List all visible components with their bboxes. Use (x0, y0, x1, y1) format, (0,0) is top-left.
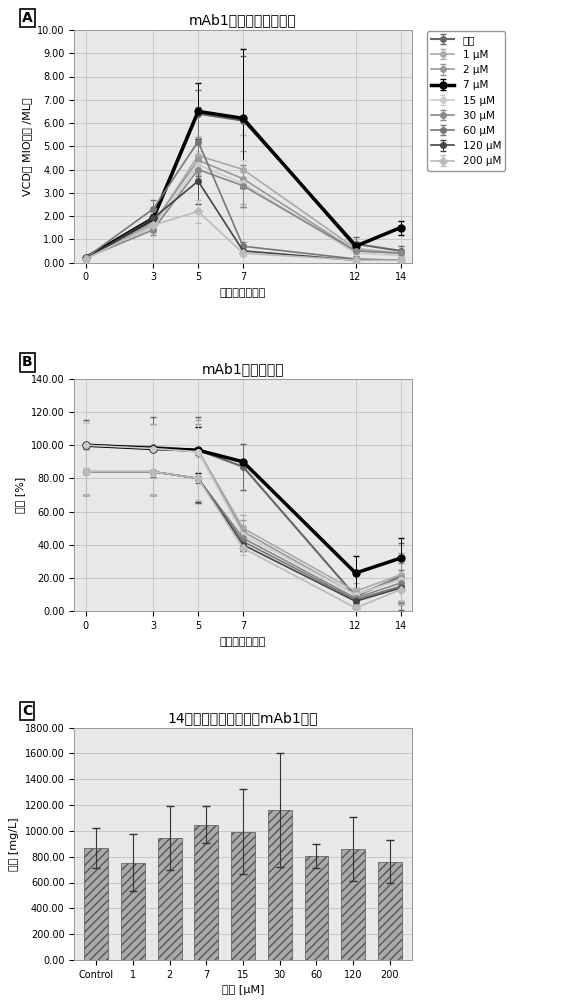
Bar (231, 832, 255, 960)
Bar (158, 838, 182, 960)
Title: mAb1细胞的活力: mAb1细胞的活力 (202, 362, 284, 376)
Y-axis label: 活力 [%]: 活力 [%] (15, 477, 25, 513)
Bar (268, 810, 292, 960)
Legend: 对照, 1 μM, 2 μM, 7 μM, 15 μM, 30 μM, 60 μM, 120 μM, 200 μM: 对照, 1 μM, 2 μM, 7 μM, 15 μM, 30 μM, 60 μ… (427, 31, 505, 171)
Y-axis label: VCD［ MIO细胞 /ML］: VCD［ MIO细胞 /ML］ (22, 97, 31, 196)
Bar (378, 862, 402, 960)
Text: A: A (22, 11, 33, 25)
Bar (304, 856, 328, 960)
Text: B: B (22, 355, 33, 369)
Bar (194, 825, 219, 960)
Bar (121, 863, 145, 960)
Bar (85, 848, 108, 960)
Y-axis label: 滴度 [mg/L]: 滴度 [mg/L] (9, 817, 19, 871)
X-axis label: 经过时间（天）: 经过时间（天） (220, 637, 267, 647)
Text: C: C (22, 704, 32, 718)
X-axis label: 经过时间（天）: 经过时间（天） (220, 288, 267, 298)
Title: mAb1细胞的活细胞密度: mAb1细胞的活细胞密度 (189, 13, 297, 27)
X-axis label: 浓度 [μM]: 浓度 [μM] (222, 985, 264, 995)
Bar (341, 849, 365, 960)
Title: 14天补料分批培养后的mAb1滴度: 14天补料分批培养后的mAb1滴度 (168, 711, 319, 725)
